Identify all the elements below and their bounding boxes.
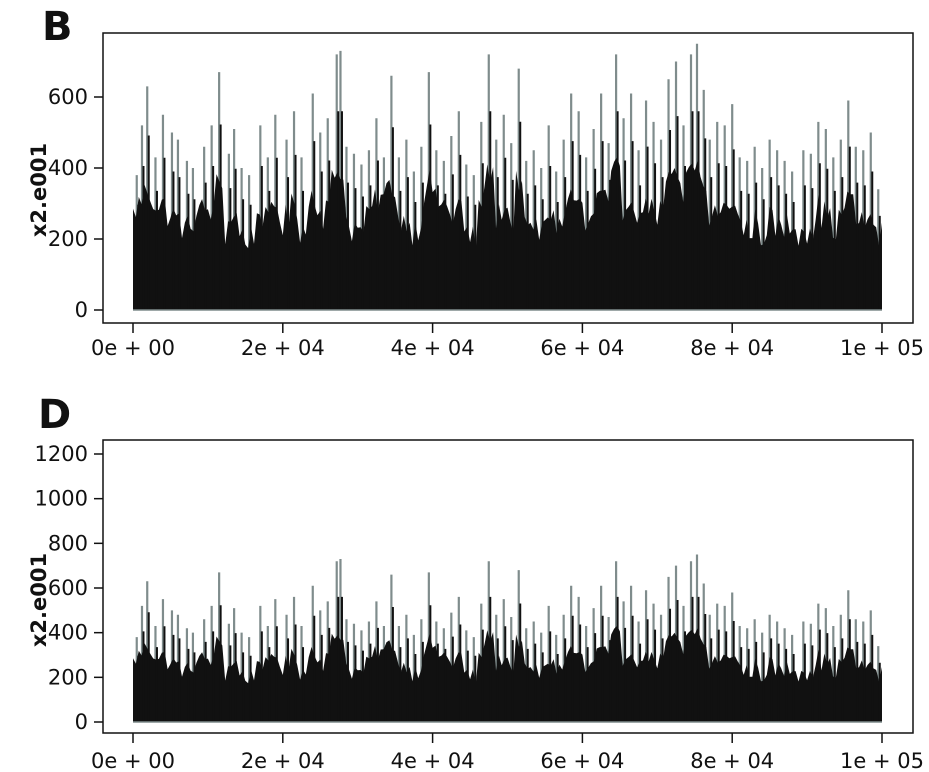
y-tick-label: 0: [75, 298, 88, 322]
x-tick-label: 8e + 04: [690, 336, 774, 360]
x-tick-label: 4e + 04: [391, 336, 475, 360]
y-tick-label: 600: [48, 85, 88, 109]
x-tick-label: 1e + 05: [840, 749, 924, 772]
signal-mass: [133, 625, 882, 722]
y-tick-label: 800: [48, 531, 88, 555]
y-tick-label: 600: [48, 576, 88, 600]
x-tick-label: 6e + 04: [540, 336, 624, 360]
y-tick-label: 400: [48, 156, 88, 180]
signal-mass: [133, 157, 882, 310]
x-tick-label: 2e + 04: [241, 336, 325, 360]
plot-area-d: [133, 554, 882, 723]
y-axis-title-b: x2.e001: [27, 143, 51, 237]
x-tick-label: 4e + 04: [391, 749, 475, 772]
y-axis-title-d: x2.e001: [27, 553, 51, 647]
plot-frame-b: [102, 32, 914, 324]
x-tick-label: 2e + 04: [241, 749, 325, 772]
plot-area-b: [133, 43, 882, 311]
y-tick-label: 400: [48, 621, 88, 645]
panel-d: D x2.e001 0 200 400 600 800 1000 1200 0e + 00 2e…: [27, 392, 924, 772]
panel-label-b: B: [42, 4, 73, 50]
x-tick-label: 6e + 04: [540, 749, 624, 772]
y-tick-label: 1200: [35, 442, 88, 466]
panel-label-d: D: [38, 392, 71, 438]
y-tick-label: 200: [48, 227, 88, 251]
x-tick-label: 1e + 05: [840, 336, 924, 360]
plot-frame-d: [102, 439, 914, 734]
y-tick-label: 200: [48, 665, 88, 689]
y-tick-label: 0: [75, 710, 88, 734]
y-tick-label: 1000: [35, 487, 88, 511]
x-tick-label: 8e + 04: [690, 749, 774, 772]
x-tick-label: 0e + 00: [91, 749, 175, 772]
x-tick-label: 0e + 00: [91, 336, 175, 360]
panel-b: B x2.e001 0 200 400 600 0e + 00 2e + 04 4e + 0…: [27, 4, 924, 360]
